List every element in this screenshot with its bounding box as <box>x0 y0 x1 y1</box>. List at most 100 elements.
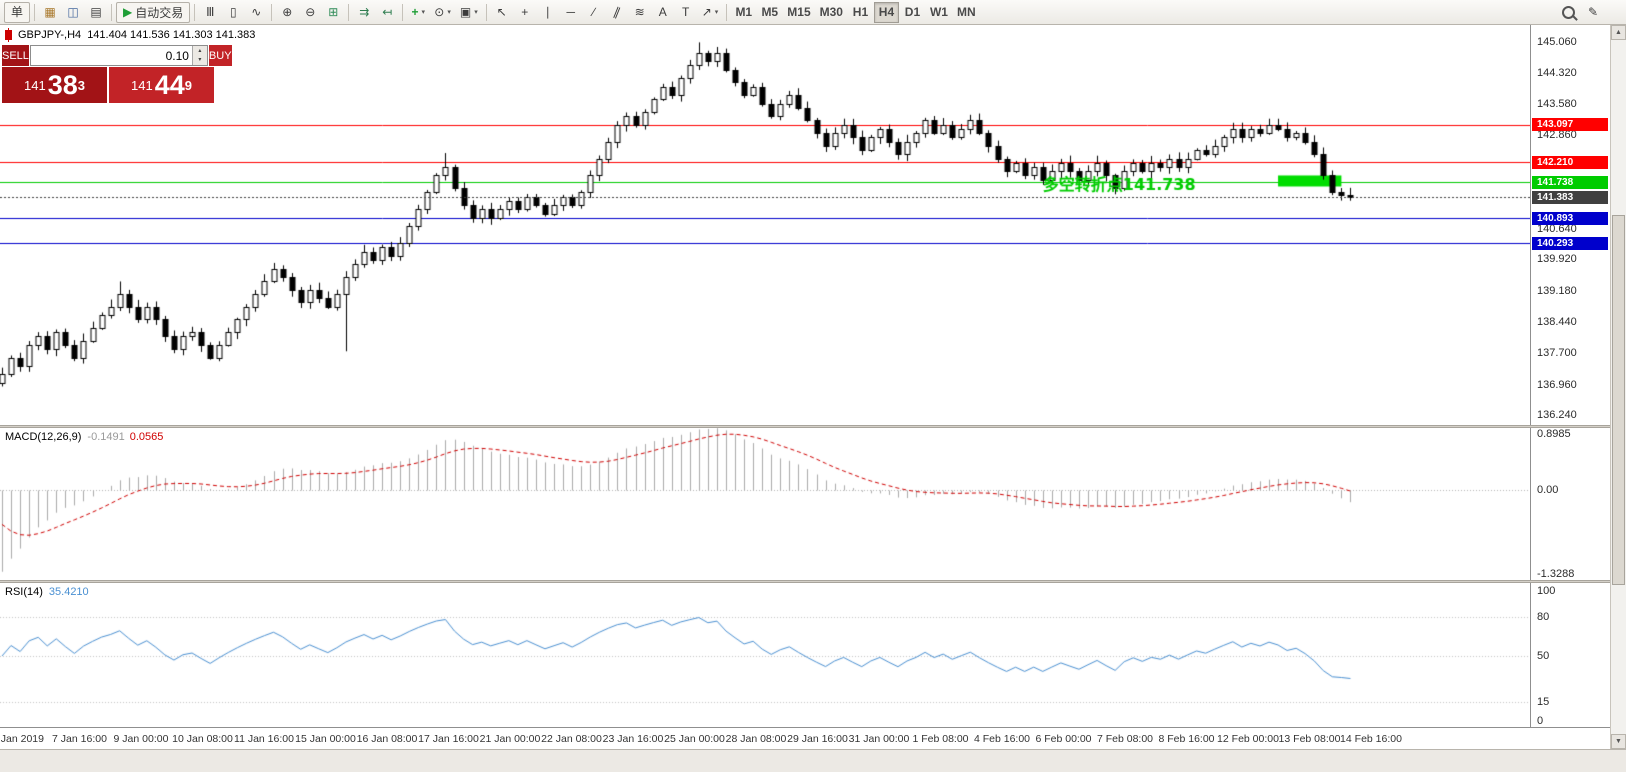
panel-separator[interactable] <box>0 580 1610 583</box>
caret-down-icon: ▾ <box>421 9 426 16</box>
horizontal-line-button[interactable]: ─ <box>560 2 582 23</box>
search-button[interactable] <box>1557 2 1579 23</box>
trendline-icon: ∕ <box>592 5 595 19</box>
chart-shift-button[interactable]: ↤ <box>376 2 398 23</box>
timeframe-m15-button[interactable]: M15 <box>783 2 814 23</box>
volume-input[interactable] <box>30 46 192 65</box>
text-label-button[interactable]: T <box>675 2 697 23</box>
sell-price-button[interactable]: 141 38 3 <box>2 67 107 103</box>
trendline-button[interactable]: ∕ <box>583 2 605 23</box>
data-window-button[interactable]: ▤ <box>85 2 107 23</box>
timeframe-m30-button[interactable]: M30 <box>816 2 847 23</box>
chart-shift-icon: ↤ <box>382 5 393 19</box>
edit-button[interactable]: ✎ <box>1582 2 1604 23</box>
templates-icon: ▣ <box>459 5 472 19</box>
rsi-name: RSI(14) <box>5 586 43 598</box>
new-chart-button[interactable]: ▦ <box>39 2 61 23</box>
panel-separator[interactable] <box>0 425 1610 428</box>
text-button[interactable]: A <box>652 2 674 23</box>
macd-chart-canvas[interactable] <box>0 428 1530 580</box>
fibonacci-button[interactable]: ≋ <box>629 2 651 23</box>
time-axis-label: 28 Jan 08:00 <box>725 733 787 745</box>
sell-button[interactable]: SELL <box>2 45 29 66</box>
buy-price-big: 44 <box>154 70 185 100</box>
scroll-up-button[interactable]: ▲ <box>1611 25 1626 40</box>
line-chart-button[interactable]: ∿ <box>245 2 267 23</box>
rsi-indicator-label: RSI(14) 35.4210 <box>5 586 89 598</box>
timeframe-w1-button[interactable]: W1 <box>926 2 952 23</box>
timeframe-mn-button[interactable]: MN <box>953 2 980 23</box>
profiles-icon: ◫ <box>67 5 79 19</box>
line-chart-icon: ∿ <box>251 5 262 19</box>
scroll-down-button[interactable]: ▼ <box>1611 734 1626 749</box>
price-chart-panel: GBPJPY-,H4 141.404 141.536 141.303 141.3… <box>0 25 1530 425</box>
price-level-badge: 143.097 <box>1532 118 1608 132</box>
buy-button[interactable]: BUY <box>208 45 232 66</box>
spin-down-icon: ▾ <box>198 57 202 64</box>
fibonacci-icon: ≋ <box>634 5 645 19</box>
crosshair-button[interactable]: + <box>514 2 536 23</box>
timeframe-h1-label: H1 <box>852 5 869 19</box>
vertical-line-button[interactable]: ∣ <box>537 2 559 23</box>
time-axis-label: 17 Jan 16:00 <box>418 733 479 745</box>
macd-panel: MACD(12,26,9) -0.1491 0.0565 <box>0 428 1530 580</box>
indicators-button[interactable]: + ▾ <box>407 2 429 23</box>
time-axis-label: 14 Feb 16:00 <box>1340 733 1402 745</box>
arrows-button[interactable]: ↗ ▾ <box>698 2 723 23</box>
periods-button[interactable]: ⊙ ▾ <box>430 2 455 23</box>
time-axis-label: 13 Feb 08:00 <box>1278 733 1341 745</box>
profiles-button[interactable]: ◫ <box>62 2 84 23</box>
buy-label: BUY <box>208 49 232 62</box>
scroll-down-icon: ▼ <box>1615 738 1622 745</box>
auto-scroll-button[interactable]: ⇉ <box>353 2 375 23</box>
caret-down-icon: ▾ <box>714 9 719 16</box>
cursor-icon: ↖ <box>496 5 507 19</box>
caret-down-icon: ▾ <box>474 9 478 16</box>
indicators-icon: + <box>411 5 419 19</box>
toolbar-separator <box>111 3 113 21</box>
bars-chart-button[interactable]: Ⅲ <box>199 2 221 23</box>
scrollbar-thumb[interactable] <box>1612 215 1625 585</box>
rsi-chart-canvas[interactable] <box>0 583 1530 727</box>
buy-price-button[interactable]: 141 44 9 <box>109 67 214 103</box>
zoom-out-button[interactable]: ⊖ <box>299 2 321 23</box>
text-icon: A <box>658 5 667 19</box>
price-scale[interactable]: 145.060144.320143.580142.860142.120141.3… <box>1530 25 1610 425</box>
macd-scale[interactable]: 0.8985 0.00 -1.3288 <box>1530 428 1610 580</box>
cursor-button[interactable]: ↖ <box>491 2 513 23</box>
rsi-scale[interactable]: 100 80 50 15 0 <box>1530 583 1610 727</box>
toolbar-separator <box>348 3 350 21</box>
vertical-line-icon: ∣ <box>544 5 551 19</box>
toolbar-separator <box>34 3 36 21</box>
price-axis-label: 136.960 <box>1537 378 1577 391</box>
price-level-badge: 141.383 <box>1532 190 1608 204</box>
time-axis-label: 23 Jan 16:00 <box>602 733 664 745</box>
new-chart-icon: ▦ <box>44 5 56 19</box>
timeframe-m1-button[interactable]: M1 <box>731 2 756 23</box>
rsi-axis-label: 50 <box>1537 650 1550 662</box>
new-order-button[interactable]: 单 <box>4 1 31 23</box>
templates-button[interactable]: ▣ ▾ <box>456 2 482 23</box>
zoom-in-button[interactable]: ⊕ <box>276 2 298 23</box>
volume-up-button[interactable]: ▴ <box>192 46 207 56</box>
equidistant-channel-button[interactable]: ∥ <box>606 2 628 23</box>
timeframe-m5-button[interactable]: M5 <box>757 2 782 23</box>
equidistant-channel-icon: ∥ <box>611 4 623 20</box>
candles-chart-button[interactable]: ▯ <box>222 2 244 23</box>
auto-trading-button[interactable]: ▶ 自动交易 <box>116 1 191 23</box>
timeframe-h1-button[interactable]: H1 <box>848 2 873 23</box>
timeframe-h4-button[interactable]: H4 <box>873 1 899 23</box>
price-level-badge: 140.293 <box>1532 236 1608 250</box>
macd-axis-label: -1.3288 <box>1537 568 1575 580</box>
vertical-scrollbar[interactable]: ▲ ▼ <box>1610 25 1626 749</box>
price-chart-canvas[interactable] <box>0 25 1530 425</box>
one-click-price-row: 141 38 3 141 44 9 <box>2 67 214 103</box>
bars-chart-icon: Ⅲ <box>206 5 215 19</box>
timeframe-d1-button[interactable]: D1 <box>900 2 925 23</box>
time-axis-label: 11 Jan 16:00 <box>234 733 294 745</box>
volume-down-button[interactable]: ▾ <box>192 55 207 65</box>
tile-windows-button[interactable]: ⊞ <box>322 2 344 23</box>
arrows-icon: ↗ <box>701 5 712 19</box>
